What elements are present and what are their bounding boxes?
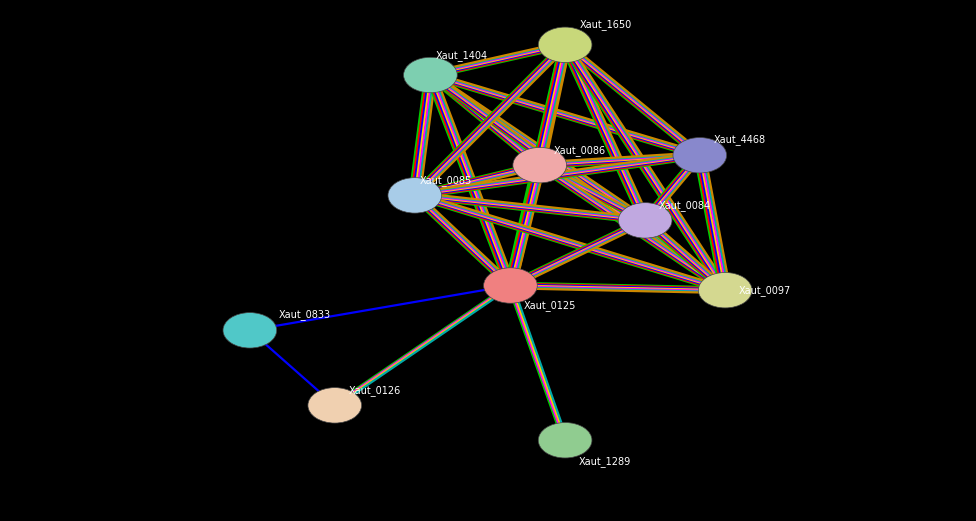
Text: Xaut_4468: Xaut_4468	[713, 134, 765, 145]
Text: Xaut_0084: Xaut_0084	[659, 201, 711, 211]
Ellipse shape	[672, 138, 726, 173]
Ellipse shape	[388, 178, 441, 213]
Ellipse shape	[699, 272, 752, 308]
Text: Xaut_0097: Xaut_0097	[739, 285, 792, 295]
Text: Xaut_1289: Xaut_1289	[579, 456, 631, 466]
Ellipse shape	[513, 147, 567, 183]
Ellipse shape	[308, 388, 361, 423]
Text: Xaut_0125: Xaut_0125	[524, 300, 577, 311]
Ellipse shape	[538, 423, 591, 458]
Text: Xaut_0126: Xaut_0126	[348, 386, 401, 396]
Text: Xaut_1650: Xaut_1650	[580, 20, 632, 30]
Text: Xaut_0833: Xaut_0833	[279, 309, 331, 320]
Ellipse shape	[223, 313, 277, 348]
Ellipse shape	[404, 57, 457, 93]
Ellipse shape	[484, 268, 537, 303]
Text: Xaut_0085: Xaut_0085	[420, 176, 472, 186]
Text: Xaut_0086: Xaut_0086	[553, 145, 605, 156]
Ellipse shape	[538, 27, 591, 63]
Ellipse shape	[619, 203, 672, 238]
Text: Xaut_1404: Xaut_1404	[435, 50, 487, 60]
